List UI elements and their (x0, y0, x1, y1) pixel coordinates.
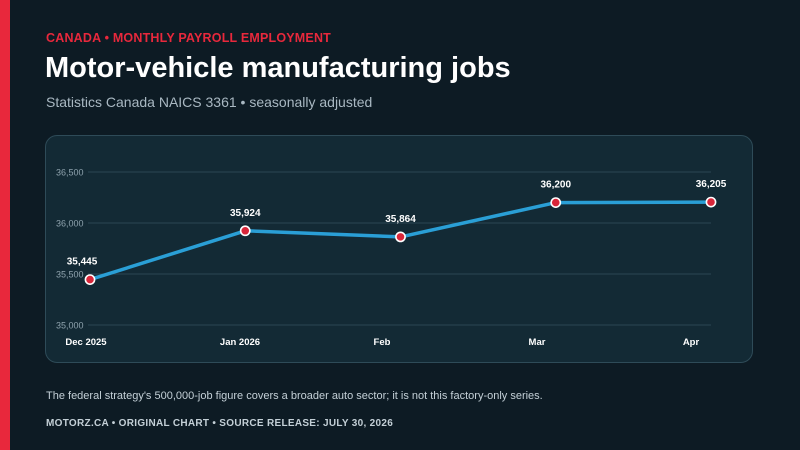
x-tick-label: Apr (683, 337, 700, 348)
y-tick-label: 36,000 (56, 219, 84, 229)
data-label: 36,205 (696, 179, 727, 190)
y-tick-label: 35,500 (56, 270, 84, 280)
subtitle: Statistics Canada NAICS 3361 • seasonall… (46, 94, 373, 110)
data-label: 35,924 (230, 208, 261, 219)
data-label: 36,200 (540, 180, 571, 191)
data-point (705, 196, 717, 208)
x-tick-label: Dec 2025 (65, 337, 107, 348)
y-tick-label: 35,000 (56, 321, 84, 331)
y-tick-label: 36,500 (56, 168, 84, 178)
data-label: 35,445 (67, 257, 98, 268)
data-point (395, 231, 406, 243)
x-tick-label: Jan 2026 (220, 337, 260, 348)
x-tick-label: Feb (374, 337, 391, 348)
data-point (550, 197, 562, 208)
page-title: Motor-vehicle manufacturing jobs (45, 52, 511, 84)
chart-note: The federal strategy's 500,000-job figur… (46, 390, 543, 402)
source-footer: MOTORZ.CA • ORIGINAL CHART • SOURCE RELE… (46, 418, 394, 429)
accent-bar (0, 0, 10, 450)
data-point (239, 225, 251, 237)
data-label: 35,864 (385, 214, 416, 225)
kicker: CANADA • MONTHLY PAYROLL EMPLOYMENT (46, 31, 332, 45)
data-point (84, 274, 96, 286)
x-tick-label: Mar (529, 337, 546, 348)
